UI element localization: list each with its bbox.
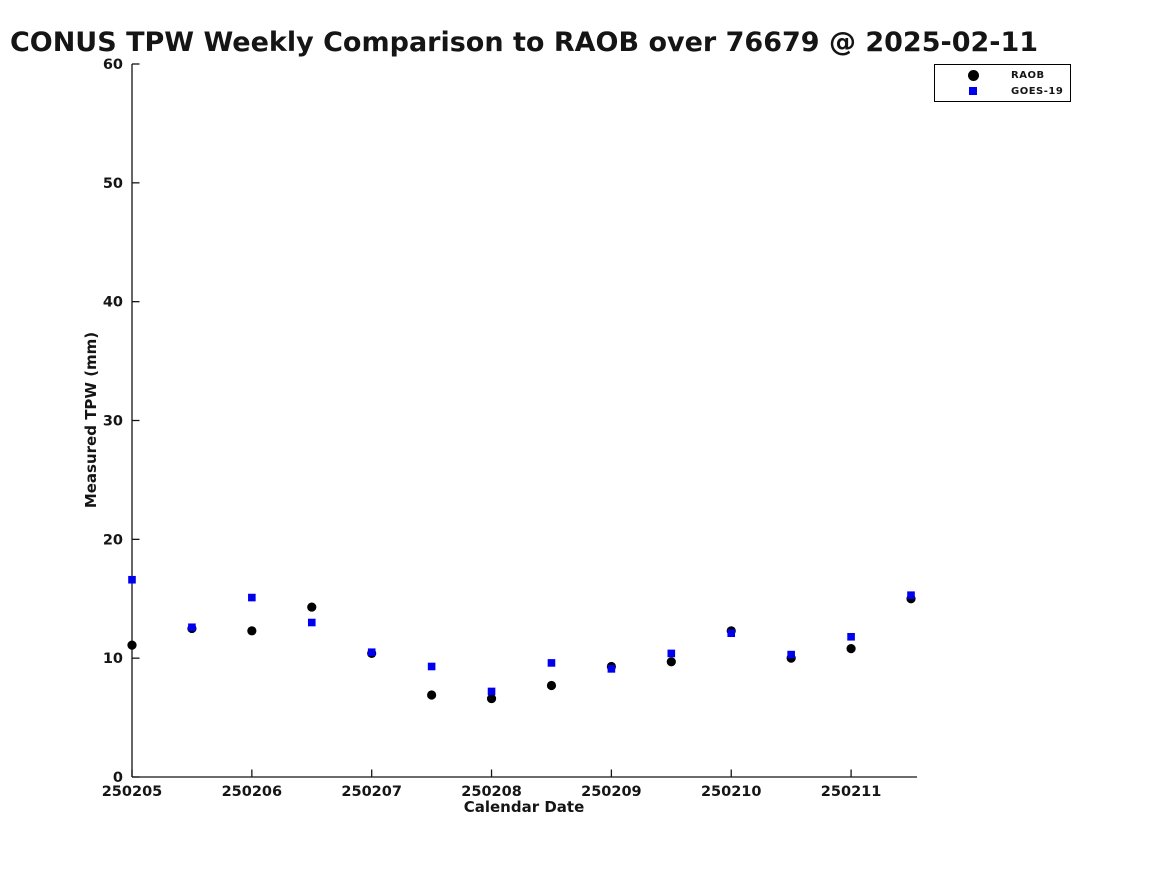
data-point-goes-19 <box>188 623 196 632</box>
data-point-raob <box>546 680 557 691</box>
legend-label-raob: RAOB <box>1011 69 1045 81</box>
x-axis-label: Calendar Date <box>463 798 585 816</box>
goes19-square-marker-icon <box>935 87 1011 95</box>
y-tick-label: 40 <box>103 295 123 311</box>
x-tick-label: 250208 <box>461 784 522 800</box>
x-tick-label: 250209 <box>581 784 642 800</box>
data-point-goes-19 <box>607 665 616 673</box>
data-point-goes-19 <box>787 650 795 659</box>
data-point-goes-19 <box>547 659 556 667</box>
data-point-goes-19 <box>487 687 496 696</box>
x-tick-label: 250210 <box>701 784 762 800</box>
data-point-raob <box>247 626 257 636</box>
data-point-raob <box>666 657 676 667</box>
data-point-goes-19 <box>727 629 736 638</box>
data-point-goes-19 <box>128 575 136 584</box>
legend-item-raob: RAOB <box>935 68 1070 83</box>
raob-circle-marker-icon <box>935 69 1011 81</box>
data-point-goes-19 <box>307 618 316 627</box>
x-tick-label: 250205 <box>102 784 163 800</box>
y-tick-label: 60 <box>103 57 123 73</box>
y-tick-label: 30 <box>103 414 123 430</box>
data-point-goes-19 <box>248 593 256 602</box>
data-point-raob <box>846 644 856 654</box>
legend: RAOB GOES-19 <box>934 64 1071 102</box>
y-tick-label: 10 <box>103 651 123 667</box>
x-tick-label: 250207 <box>341 784 402 800</box>
data-point-raob <box>427 690 437 700</box>
chart-title: CONUS TPW Weekly Comparison to RAOB over… <box>9 27 1039 58</box>
data-point-goes-19 <box>367 648 376 657</box>
x-tick-label: 250206 <box>222 784 283 800</box>
y-tick-label: 0 <box>113 770 123 786</box>
legend-label-goes19: GOES-19 <box>1011 85 1064 97</box>
data-point-goes-19 <box>427 662 436 671</box>
legend-item-goes19: GOES-19 <box>935 84 1070 99</box>
data-point-goes-19 <box>667 649 676 658</box>
y-tick-label: 50 <box>103 176 123 192</box>
data-point-raob <box>307 602 317 612</box>
data-point-goes-19 <box>847 632 855 641</box>
data-point-raob <box>486 693 497 704</box>
x-tick-label: 250211 <box>821 784 882 800</box>
data-point-raob <box>127 640 137 650</box>
data-point-goes-19 <box>907 591 915 599</box>
y-tick-label: 20 <box>103 532 123 548</box>
